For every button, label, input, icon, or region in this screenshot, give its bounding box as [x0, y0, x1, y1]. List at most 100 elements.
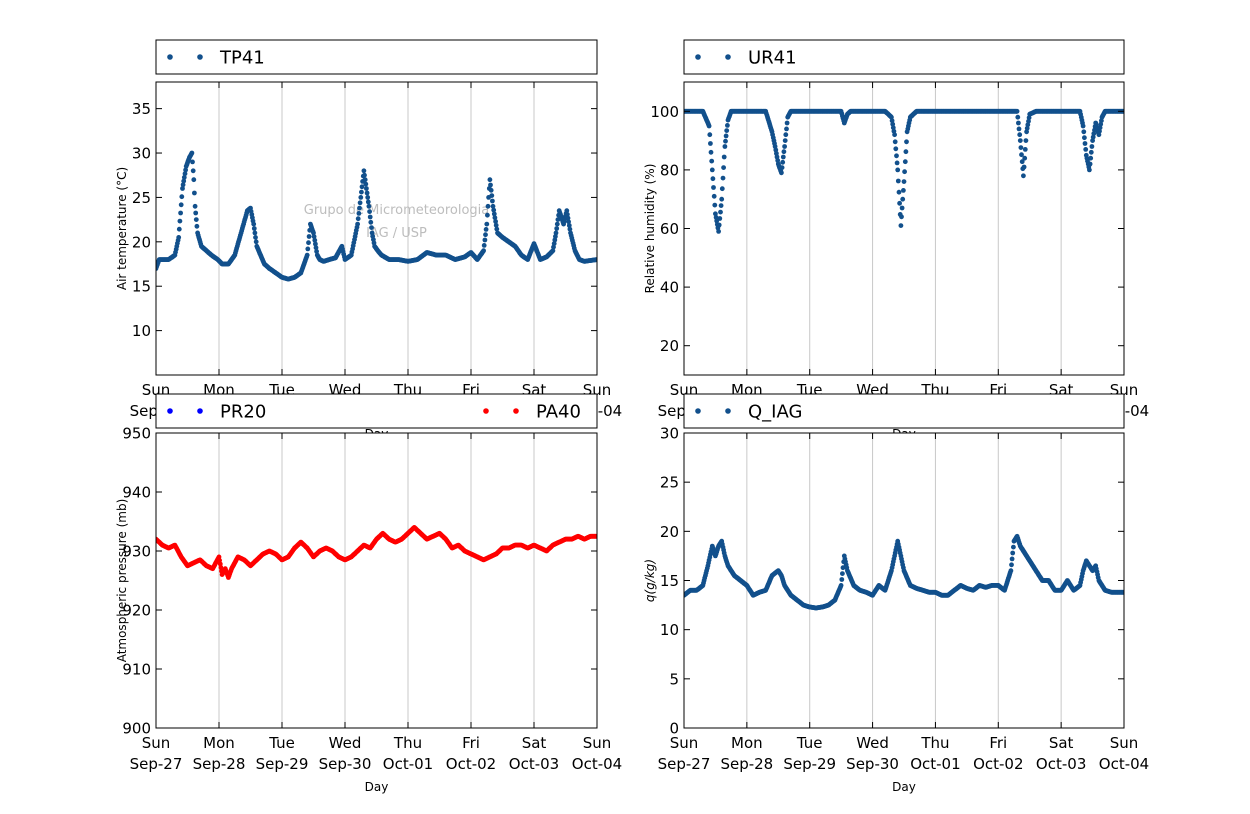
- panel-temperature: Grupo de Micrometeorologia IAG / USP 10 15 2…: [115, 39, 622, 441]
- data-point-ur41: [1014, 108, 1020, 114]
- x-tick-label-day: Mon: [731, 734, 763, 752]
- data-point-tp41: [553, 234, 558, 239]
- data-point-ur41: [713, 211, 718, 217]
- data-point-tp41: [361, 168, 367, 174]
- data-point-tp41: [178, 202, 184, 208]
- legend-marker: [197, 54, 203, 60]
- data-point-ur41: [716, 222, 722, 228]
- data-point-ur41: [1081, 129, 1087, 135]
- data-point-ur41: [1019, 152, 1024, 158]
- data-point-tp41: [180, 182, 186, 188]
- data-point-ur41: [1087, 161, 1093, 167]
- panel-humidity: 20406080100SunSep-27MonSep-28TueSep-29We…: [643, 39, 1149, 441]
- data-point-ur41: [1022, 147, 1028, 152]
- x-tick-label-day: Mon: [203, 734, 235, 752]
- data-point-tp41: [369, 225, 374, 231]
- plot-frame: [155, 81, 598, 376]
- data-point-ur41: [899, 205, 905, 211]
- data-point-ur41: [723, 133, 729, 139]
- data-point-tp41: [492, 215, 498, 221]
- data-point-tp41: [550, 248, 556, 254]
- data-point-ur41: [1015, 114, 1021, 120]
- y-axis-label: q(g/kg): [643, 559, 657, 602]
- data-point-tp41: [489, 193, 495, 199]
- data-point-tp41: [555, 217, 561, 223]
- legend-label: Q_IAG: [748, 402, 802, 423]
- data-point-ur41: [719, 186, 725, 192]
- data-points-group: [156, 525, 597, 580]
- data-point-ur41: [779, 165, 785, 171]
- data-point-ur41: [1026, 118, 1031, 124]
- data-point-ur41: [1089, 144, 1095, 149]
- x-tick-label-date: Sep-30: [846, 755, 899, 773]
- x-tick-label-date: Sep-28: [193, 755, 246, 773]
- y-tick-label: 60: [660, 220, 679, 238]
- plot-area: [156, 82, 597, 375]
- data-point-ur41: [1083, 147, 1089, 152]
- data-point-ur41: [1017, 138, 1023, 144]
- x-axis-label: Day: [892, 780, 916, 794]
- data-point-tp41: [192, 190, 197, 196]
- data-point-ur41: [782, 138, 788, 144]
- y-tick-label: 20: [660, 337, 679, 355]
- data-point-tp41: [189, 150, 195, 156]
- data-point-tp41: [181, 175, 187, 180]
- y-tick-label: 910: [122, 661, 151, 679]
- y-tick-label: 10: [132, 322, 151, 340]
- data-point-tp41: [594, 257, 597, 262]
- data-point-tp41: [493, 219, 498, 224]
- data-point-tp41: [554, 221, 560, 227]
- legend-marker: [167, 54, 173, 60]
- data-point-tp41: [362, 177, 368, 183]
- data-point-ur41: [784, 126, 789, 132]
- data-point-q_iag: [1009, 562, 1014, 568]
- data-point-ur41: [1019, 159, 1025, 165]
- x-tick-label-date: Sep-30: [319, 755, 372, 773]
- x-tick-label-date: Sep-27: [658, 755, 711, 773]
- legend-box: [683, 39, 1125, 75]
- data-point-tp41: [305, 246, 311, 252]
- data-point-tp41: [490, 198, 495, 204]
- legend-marker: [513, 408, 519, 414]
- plot-frame: [155, 432, 598, 729]
- y-tick-label: 950: [122, 425, 151, 443]
- data-point-ur41: [780, 159, 786, 165]
- x-tick-label-date: Oct-04: [1099, 755, 1149, 773]
- data-point-pa40: [218, 565, 224, 570]
- data-point-ur41: [724, 128, 730, 134]
- data-point-q_iag: [838, 583, 844, 588]
- data-point-tp41: [176, 235, 182, 240]
- data-point-tp41: [362, 172, 367, 178]
- data-point-ur41: [720, 175, 726, 181]
- x-tick-label-date: Oct-03: [1036, 755, 1086, 773]
- y-axis-label: Air temperature (°C): [115, 167, 129, 290]
- x-tick-label-day: Sun: [142, 734, 171, 752]
- data-point-tp41: [192, 203, 198, 209]
- data-point-tp41: [363, 181, 369, 187]
- data-point-ur41: [1021, 164, 1027, 170]
- data-point-ur41: [709, 158, 715, 164]
- data-point-tp41: [356, 211, 362, 216]
- data-point-tp41: [565, 215, 571, 221]
- plot-area: [684, 433, 1124, 728]
- legend-box: [155, 39, 598, 75]
- data-point-tp41: [493, 222, 499, 228]
- panel-specific-humidity: 0 5 10 15 20 25 30 Sun Sep-27 Mon Sep-28 Tue Sep-29 W…: [643, 393, 1149, 794]
- data-point-tp41: [566, 223, 572, 228]
- legend-marker: [197, 408, 203, 414]
- data-point-tp41: [364, 186, 369, 191]
- x-tick-label-date: Sep-28: [720, 755, 773, 773]
- data-point-tp41: [365, 195, 371, 200]
- x-axis-label: Day: [365, 780, 389, 794]
- data-point-ur41: [1023, 138, 1029, 144]
- data-point-ur41: [1088, 155, 1094, 161]
- legend-label: PR20: [220, 402, 266, 423]
- y-tick-label: 25: [660, 474, 679, 492]
- data-point-ur41: [782, 144, 787, 149]
- data-point-tp41: [491, 207, 497, 213]
- data-point-tp41: [180, 186, 185, 191]
- data-point-tp41: [253, 239, 259, 245]
- data-point-ur41: [723, 138, 728, 144]
- data-point-tp41: [359, 189, 364, 195]
